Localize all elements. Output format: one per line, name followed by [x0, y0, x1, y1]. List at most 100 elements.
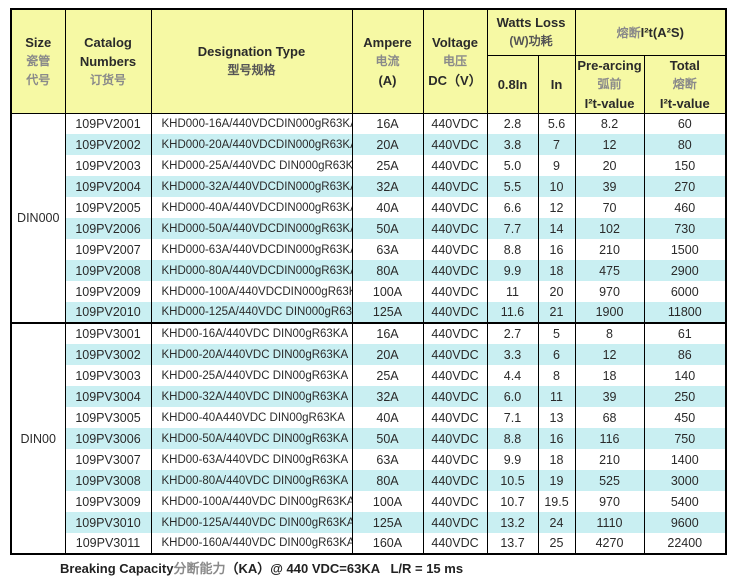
total-i2t-cell: 1500: [643, 239, 727, 260]
prearcing-i2t-cell: 210: [574, 239, 645, 260]
watts-0-8in-cell: 6.0: [486, 386, 538, 407]
designation-cell: KHD000-16A/440VDCDIN000gR63KA: [150, 113, 352, 134]
designation-cell: KHD00-160A/440VDC DIN00gR63KA: [150, 533, 352, 554]
table-row: DIN000 109PV2001 KHD000-16A/440VDCDIN000gR…: [10, 113, 727, 323]
header-voltage-unit: DC（V）: [428, 72, 482, 88]
prearcing-i2t-cell: 39: [574, 386, 645, 407]
designation-cell: KHD000-80A/440VDCDIN000gR63KA: [150, 260, 352, 281]
prearcing-i2t-cell: 18: [574, 365, 645, 386]
prearcing-i2t-cell: 12: [574, 134, 645, 155]
header-ampere: Ampere 电流 (A): [351, 8, 424, 114]
breaking-capacity-en: Breaking Capacity: [60, 561, 174, 576]
designation-cell: KHD00-20A/440VDC DIN00gR63KA: [150, 344, 352, 365]
header-watts-loss: Watts Loss (W)功耗: [486, 8, 576, 56]
header-col-in: In: [537, 54, 576, 114]
prearcing-i2t-cell: 970: [574, 281, 645, 302]
designation-cell: KHD00-25A/440VDC DIN00gR63KA: [150, 365, 352, 386]
header-catalog-en1: Catalog: [84, 34, 132, 50]
header-ampere-en: Ampere: [363, 34, 412, 50]
voltage-cell: 440VDC: [422, 322, 487, 344]
voltage-cell: 440VDC: [422, 218, 487, 239]
watts-0-8in-cell: 7.1: [486, 407, 538, 428]
watts-0-8in-cell: 2.8: [486, 113, 538, 134]
catalog-number-cell: 109PV2007: [64, 239, 151, 260]
watts-0-8in-cell: 9.9: [486, 260, 538, 281]
total-i2t-cell: 450: [643, 407, 727, 428]
total-i2t-cell: 80: [643, 134, 727, 155]
ampere-cell: 100A: [351, 491, 423, 512]
voltage-cell: 440VDC: [422, 197, 487, 218]
watts-in-cell: 20: [537, 281, 576, 302]
header-i2t: 熔断I²t(A²S): [574, 8, 727, 56]
prearcing-i2t-cell: 12: [574, 344, 645, 365]
watts-0-8in-cell: 13.7: [486, 533, 538, 554]
designation-cell: KHD000-125A/440VDC DIN000gR63KA: [150, 302, 352, 323]
table-row: 109PV3008 KHD00-80A/440VDC DIN00gR63KA 80A…: [11, 470, 727, 491]
voltage-cell: 440VDC: [422, 281, 487, 302]
watts-in-cell: 24: [537, 512, 576, 533]
header-watts-loss-zh: (W)功耗: [509, 34, 553, 49]
watts-in-cell: 16: [537, 239, 576, 260]
voltage-cell: 440VDC: [422, 302, 487, 323]
total-i2t-cell: 140: [643, 365, 727, 386]
data-rows: DIN000 109PV2001 KHD000-16A/440VDCDIN000gR…: [10, 113, 727, 554]
watts-in-cell: 25: [537, 533, 576, 554]
ampere-cell: 20A: [351, 344, 423, 365]
table-row: 109PV2005 KHD000-40A/440VDCDIN000gR63KA 40…: [11, 197, 727, 218]
total-i2t-cell: 730: [643, 218, 727, 239]
header-i2t-formula: I²t(A²S): [640, 24, 684, 40]
ampere-cell: 100A: [351, 281, 423, 302]
table-row: 109PV2004 KHD000-32A/440VDCDIN000gR63KA 32…: [11, 176, 727, 197]
ampere-cell: 16A: [351, 113, 423, 134]
watts-in-cell: 11: [537, 386, 576, 407]
watts-0-8in-cell: 13.2: [486, 512, 538, 533]
header-i2t-zh: 熔断: [616, 25, 641, 40]
total-i2t-cell: 86: [643, 344, 727, 365]
catalog-number-cell: 109PV3010: [64, 512, 151, 533]
catalog-number-cell: 109PV3003: [64, 365, 151, 386]
catalog-number-cell: 109PV3002: [64, 344, 151, 365]
ampere-cell: 125A: [351, 302, 423, 323]
table-row: 109PV2002 KHD000-20A/440VDCDIN000gR63KA 20…: [11, 134, 727, 155]
ampere-cell: 50A: [351, 218, 423, 239]
prearcing-i2t-cell: 1900: [574, 302, 645, 323]
voltage-cell: 440VDC: [422, 512, 487, 533]
breaking-capacity-note: Breaking Capacity分断能力（KA）@ 440 VDC=63KA …: [60, 558, 463, 577]
total-i2t-cell: 250: [643, 386, 727, 407]
watts-in-cell: 16: [537, 428, 576, 449]
voltage-cell: 440VDC: [422, 134, 487, 155]
size-group-cell: DIN00: [10, 322, 65, 554]
total-i2t-cell: 460: [643, 197, 727, 218]
header-catalog-zh: 订货号: [89, 72, 126, 87]
catalog-number-cell: 109PV2009: [64, 281, 151, 302]
watts-0-8in-cell: 7.7: [486, 218, 538, 239]
designation-cell: KHD000-25A/440VDC DIN000gR63KA: [150, 155, 352, 176]
ampere-cell: 125A: [351, 512, 423, 533]
total-i2t-cell: 150: [643, 155, 727, 176]
watts-in-cell: 19: [537, 470, 576, 491]
table-row: 109PV3010 KHD00-125A/440VDC DIN00gR63KA 12…: [11, 512, 727, 533]
watts-in-cell: 14: [537, 218, 576, 239]
table-row: DIN00 109PV3001 KHD00-16A/440VDC DIN00gR63…: [10, 322, 727, 554]
prearcing-i2t-cell: 475: [574, 260, 645, 281]
table-row: 109PV2009 KHD000-100A/440VDCDIN000gR63KA 1…: [11, 281, 727, 302]
total-i2t-cell: 270: [643, 176, 727, 197]
prearcing-i2t-cell: 8: [574, 322, 645, 344]
header-size-zh1: 瓷管: [26, 53, 51, 68]
table-row: 109PV3007 KHD00-63A/440VDC DIN00gR63KA 63A…: [11, 449, 727, 470]
watts-in-cell: 13: [537, 407, 576, 428]
voltage-cell: 440VDC: [422, 176, 487, 197]
watts-0-8in-cell: 8.8: [486, 428, 538, 449]
header-designation-zh: 型号规格: [227, 63, 276, 78]
catalog-number-cell: 109PV2001: [64, 113, 151, 134]
ampere-cell: 40A: [351, 197, 423, 218]
voltage-cell: 440VDC: [422, 365, 487, 386]
watts-in-cell: 6: [537, 344, 576, 365]
watts-in-cell: 21: [537, 302, 576, 323]
designation-cell: KHD00-63A/440VDC DIN00gR63KA: [150, 449, 352, 470]
catalog-number-cell: 109PV2010: [64, 302, 151, 323]
watts-0-8in-cell: 2.7: [486, 322, 538, 344]
table-row: 109PV3005 KHD00-40A440VDC DIN00gR63KA 40A 4…: [11, 407, 727, 428]
watts-0-8in-cell: 3.3: [486, 344, 538, 365]
breaking-capacity-values: （KA）@ 440 VDC=63KA L/R = 15 ms: [225, 561, 464, 576]
